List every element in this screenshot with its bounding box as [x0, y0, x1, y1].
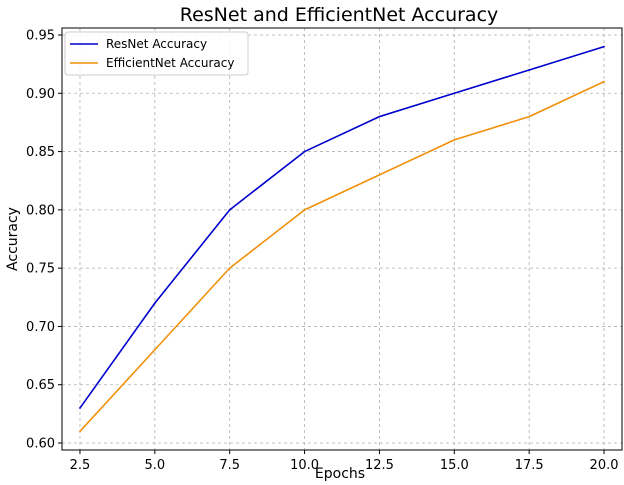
grid: [62, 28, 622, 450]
plot-frame: [61, 27, 623, 451]
x-tick-label: 7.5: [219, 458, 240, 473]
y-tick-label: 0.60: [26, 437, 55, 452]
data-point: [528, 69, 531, 71]
x-tick-label: 20.0: [590, 458, 619, 473]
data-point: [79, 430, 81, 433]
data-point: [453, 139, 456, 141]
y-tick-label: 0.70: [26, 320, 55, 335]
series-lines: [79, 45, 605, 433]
data-point: [378, 173, 381, 176]
legend: ResNet Accuracy EfficientNet Accuracy: [64, 31, 249, 76]
axis-ticks: 2.5 5.0 7.5 10.0 12.5 15.0 17.5 20.0 0.60 0.65 0.7…: [26, 28, 618, 473]
series-line-1: [79, 80, 605, 432]
y-tick-label: 0.95: [26, 28, 55, 43]
data-point: [603, 45, 605, 48]
x-tick-label: 15.0: [440, 458, 469, 473]
x-tick-label: 10.0: [290, 458, 319, 473]
data-point: [303, 208, 306, 211]
legend-entry-label: ResNet Accuracy: [106, 37, 207, 51]
y-tick-label: 0.90: [26, 87, 55, 102]
legend-box: [64, 31, 249, 76]
data-point: [528, 115, 531, 118]
data-point: [603, 80, 605, 83]
data-point: [153, 302, 156, 305]
y-tick-label: 0.75: [26, 262, 55, 277]
data-point: [378, 115, 381, 118]
data-point: [153, 348, 156, 351]
y-axis-label: Accuracy: [5, 207, 21, 271]
legend-entry-label: EfficientNet Accuracy: [106, 56, 234, 70]
chart-title: ResNet and EfficientNet Accuracy: [180, 4, 499, 26]
x-tick-label: 2.5: [70, 458, 91, 473]
x-tick-label: 17.5: [515, 458, 544, 473]
x-tick-label: 5.0: [144, 458, 165, 473]
x-axis-label: Epochs: [315, 466, 365, 482]
data-point: [453, 92, 456, 95]
y-tick-label: 0.85: [26, 145, 55, 160]
y-tick-label: 0.80: [26, 203, 55, 218]
y-tick-label: 0.65: [26, 378, 55, 393]
series-line-0: [79, 45, 605, 409]
x-tick-label: 12.5: [365, 458, 394, 473]
data-point: [228, 267, 231, 270]
data-point: [303, 150, 306, 153]
data-point: [228, 208, 231, 211]
data-point: [79, 407, 81, 409]
